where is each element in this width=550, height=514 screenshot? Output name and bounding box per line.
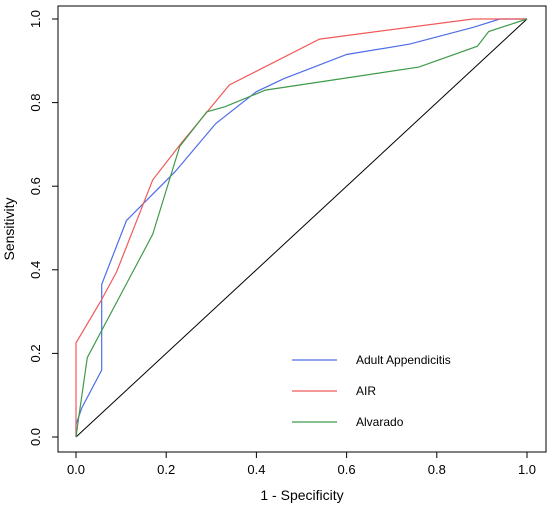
y-axis-title: Sensitivity [1,197,17,260]
x-tick-label: 0.6 [338,462,356,477]
x-tick-label: 0.2 [157,462,175,477]
y-tick-label: 0.2 [28,344,43,362]
series-line-3 [75,18,528,438]
x-tick-label: 0.4 [247,462,265,477]
plot-frame [57,5,547,453]
y-tick-label: 0.6 [28,177,43,195]
series-line-1 [75,18,527,437]
legend-label-2: AIR [356,384,376,398]
legend-label-3: Alvarado [356,415,404,429]
y-tick-label: 0.0 [28,428,43,446]
y-tick-label: 0.4 [28,261,43,279]
y-tick-label: 1.0 [28,10,43,28]
x-tick-label: 0.8 [428,462,446,477]
series-line-2 [75,18,527,437]
plot-area: 0.0 0.2 0.4 0.6 0.8 1.0 0.0 0.2 0.4 0.6 0.8 1.0 Adul… [28,5,547,477]
x-tick-label: 0.0 [67,462,85,477]
legend-label-1: Adult Appendicitis [356,353,451,367]
x-tick-label: 1.0 [518,462,536,477]
y-tick-label: 0.8 [28,94,43,112]
reference-line [75,18,528,438]
x-axis-title: 1 - Specificity [260,487,343,503]
